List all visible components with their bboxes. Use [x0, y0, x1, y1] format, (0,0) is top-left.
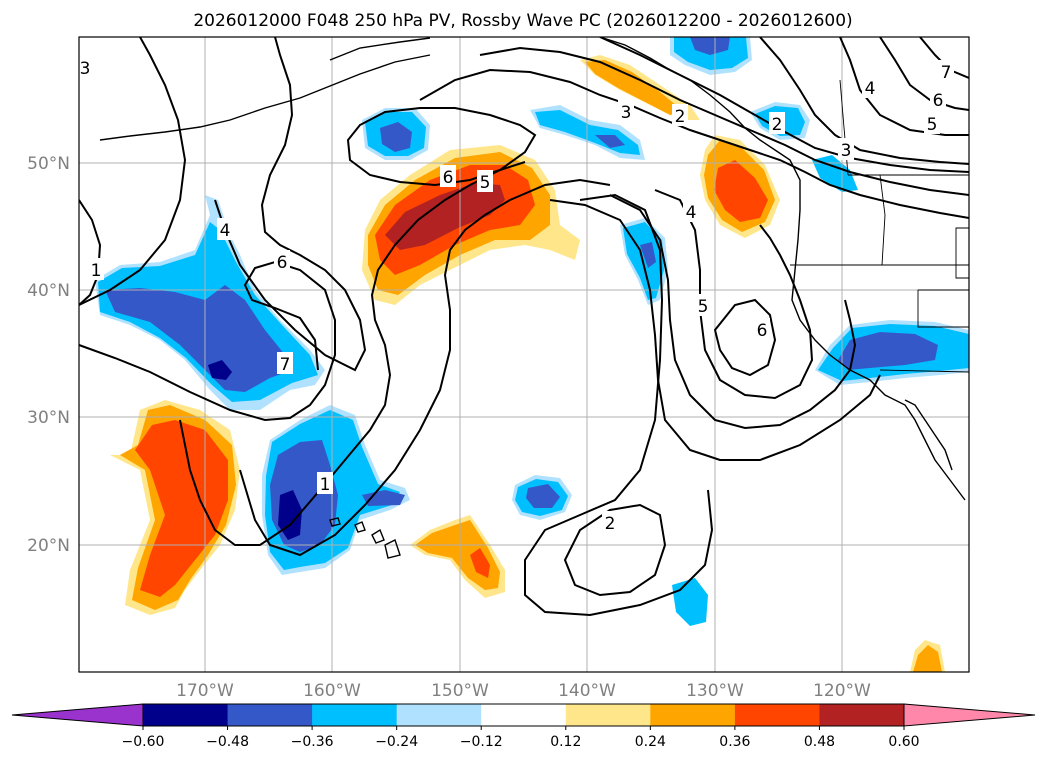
colorbar-segment [396, 704, 482, 726]
lon-label-170w: 170°W [176, 681, 234, 701]
colorbar-tick-label: −0.36 [291, 734, 334, 750]
shading-negative [95, 37, 969, 626]
lat-label-40n: 40°N [27, 281, 70, 301]
colorbar-tick-label: −0.12 [460, 734, 503, 750]
contour-label-3: 3 [621, 103, 632, 123]
contour-label-6b: 6 [443, 168, 454, 188]
colorbar-segment [734, 704, 820, 726]
colorbar-tick-label: −0.48 [206, 734, 249, 750]
lon-label-150w: 150°W [431, 681, 489, 701]
contour-label-2b: 2 [772, 115, 783, 135]
contour-label-3c: 3 [80, 59, 91, 79]
colorbar-arrow-max [903, 703, 1036, 727]
colorbar-frame [142, 703, 905, 727]
contour-label-2: 2 [675, 107, 686, 127]
contour-label-1b: 1 [320, 475, 331, 495]
map-title: 2026012000 F048 250 hPa PV, Rossby Wave … [193, 11, 852, 31]
contour-label-7b: 7 [941, 63, 952, 83]
lat-label-50n: 50°N [27, 154, 70, 174]
contour-label-6: 6 [277, 253, 288, 273]
lon-label-130w: 130°W [686, 681, 744, 701]
map-panel: 1 4 6 7 1 6 5 3 2 2 3 4 5 6 [79, 37, 969, 672]
lat-label-30n: 30°N [27, 408, 70, 428]
colorbar-tick-label: 0.60 [888, 734, 919, 750]
colorbar-segment [143, 704, 229, 726]
lat-label-20n: 20°N [27, 536, 70, 556]
contour-label-5: 5 [480, 173, 491, 193]
colorbar-tick-label: −0.60 [122, 734, 165, 750]
colorbar: −0.60 −0.48 −0.36 −0.24 −0.12 0.12 0.24 0.36 0.4… [11, 703, 1036, 750]
colorbar-segment [819, 704, 905, 726]
contour-label-4: 4 [220, 221, 231, 241]
longitude-labels: 170°W 160°W 150°W 140°W 130°W 120°W [176, 681, 871, 701]
lon-label-140w: 140°W [558, 681, 616, 701]
contour-label-2c: 2 [605, 514, 616, 534]
contours [79, 37, 969, 617]
lon-label-120w: 120°W [813, 681, 871, 701]
colorbar-segment [650, 704, 736, 726]
shading-positive [110, 55, 945, 672]
contour-label-6d: 6 [757, 321, 768, 341]
colorbar-segment [565, 704, 651, 726]
contour-label-4c: 4 [686, 203, 697, 223]
colorbar-tick-label: 0.36 [719, 734, 750, 750]
colorbar-segment [481, 704, 567, 726]
colorbar-arrow-min [11, 703, 144, 727]
colorbar-segment [312, 704, 398, 726]
contour-label-4b: 4 [865, 79, 876, 99]
colorbar-tick-label: 0.48 [804, 734, 835, 750]
colorbar-tick-label: 0.12 [550, 734, 581, 750]
colorbar-segment [227, 704, 313, 726]
colorbar-tick-label: −0.24 [375, 734, 418, 750]
map-frame [78, 36, 970, 673]
contour-label-1: 1 [91, 261, 102, 281]
latitude-labels: 50°N 40°N 30°N 20°N [27, 154, 70, 556]
contour-label-6c: 6 [933, 91, 944, 111]
contour-label-5c: 5 [698, 297, 709, 317]
contour-label-5b: 5 [927, 115, 938, 135]
contour-label-3b: 3 [841, 141, 852, 161]
lon-label-160w: 160°W [303, 681, 361, 701]
colorbar-tick-label: 0.24 [635, 734, 666, 750]
contour-labels: 1 4 6 7 1 6 5 3 2 2 3 4 5 6 [79, 56, 954, 534]
contour-label-7: 7 [280, 355, 291, 375]
